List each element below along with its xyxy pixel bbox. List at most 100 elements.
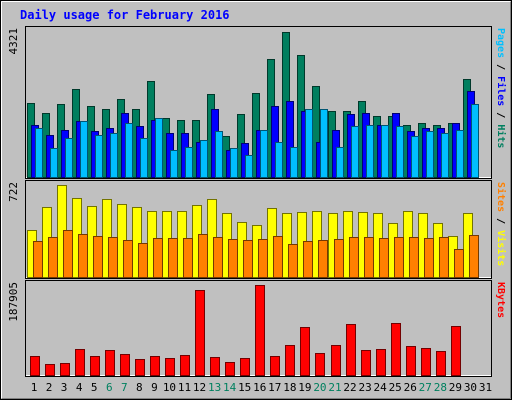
bar-kbytes-day-27 [421,348,431,376]
bar-pages-day-9 [155,118,163,178]
day-label-7: 7 [121,381,128,394]
bar-pages-day-26 [411,136,419,178]
bar-pages-day-20 [320,109,328,178]
day-label-12: 12 [193,381,206,394]
bar-pages-day-21 [336,147,344,178]
bar-kbytes-day-28 [436,351,446,376]
day-label-30: 30 [464,381,477,394]
series-kbytes [30,285,461,376]
bar-pages-day-4 [80,121,88,178]
day-label-25: 25 [389,381,402,394]
bar-kbytes-day-6 [105,350,115,376]
day-label-27: 27 [419,381,432,394]
bar-pages-day-8 [140,138,148,178]
bar-pages-day-5 [95,135,103,178]
bar-sites-day-11 [183,238,193,278]
bar-sites-day-4 [78,234,88,278]
bar-kbytes-day-17 [270,356,280,376]
bar-kbytes-day-8 [135,359,145,376]
bar-kbytes-day-4 [75,349,85,376]
bar-sites-day-10 [168,238,178,278]
bar-sites-day-21 [334,239,344,278]
bar-pages-day-10 [170,150,178,178]
bar-sites-day-22 [349,237,359,278]
day-label-14: 14 [223,381,237,394]
chart-panels: 4321 Pages / Files / Hits 722 Sites / Visit… [7,26,507,377]
legend-kbytes: KBytes [495,282,506,318]
day-label-29: 29 [449,381,462,394]
panel-legend: Pages / Files / Hits [495,28,507,148]
legend-files: Files [495,76,507,106]
day-label-4: 4 [76,381,83,394]
bar-pages-day-22 [351,126,359,178]
chart-title: Daily usage for February 2016 [20,8,230,22]
bar-pages-day-19 [305,109,313,178]
bar-kbytes-day-13 [210,357,220,376]
bar-sites-day-13 [213,237,223,278]
panel-visits-sites: 722 Sites / Visits [7,180,507,279]
bar-pages-day-16 [260,130,268,178]
day-label-28: 28 [434,381,447,394]
panel-legend: Sites / Visits [495,182,507,266]
day-label-5: 5 [91,381,98,394]
day-label-24: 24 [374,381,388,394]
bar-kbytes-day-3 [60,363,70,376]
bar-kbytes-day-1 [30,356,40,376]
bar-sites-day-28 [439,237,449,278]
day-label-20: 20 [313,381,326,394]
bar-sites-day-9 [153,238,163,278]
day-label-23: 23 [358,381,371,394]
bar-pages-day-3 [65,138,73,178]
day-label-17: 17 [268,381,281,394]
day-label-1: 1 [31,381,38,394]
bar-sites-day-8 [138,243,148,278]
bar-kbytes-day-29 [451,326,461,376]
bar-pages-day-7 [125,123,133,178]
bar-sites-day-29 [454,249,464,278]
bar-sites-day-3 [63,230,73,278]
bar-pages-day-18 [290,147,298,178]
bar-kbytes-day-21 [331,345,341,376]
bar-kbytes-day-26 [406,346,416,376]
day-label-18: 18 [283,381,296,394]
day-label-16: 16 [253,381,266,394]
day-label-22: 22 [343,381,356,394]
day-label-11: 11 [178,381,191,394]
day-label-9: 9 [151,381,158,394]
bar-pages-day-23 [366,125,374,178]
bar-pages-day-1 [35,128,43,178]
day-label-6: 6 [106,381,113,394]
day-label-2: 2 [46,381,53,394]
day-label-13: 13 [208,381,221,394]
bar-pages-day-27 [426,131,434,178]
bar-pages-day-13 [215,131,223,178]
bar-pages-day-11 [185,147,193,178]
bar-kbytes-day-7 [120,354,130,376]
bar-pages-day-12 [200,140,208,178]
legend-visits: Visits [495,230,507,266]
bar-kbytes-day-24 [376,349,386,376]
bar-kbytes-day-22 [346,324,356,376]
day-label-21: 21 [328,381,341,394]
day-label-8: 8 [136,381,143,394]
series-pages [35,104,479,178]
day-label-15: 15 [238,381,251,394]
bar-pages-day-30 [471,104,479,178]
legend-hits: Hits [495,124,507,148]
bar-kbytes-day-12 [195,290,205,376]
legend-pages: Pages [495,28,506,58]
bar-pages-day-28 [441,133,449,178]
bar-kbytes-day-15 [240,358,250,376]
bar-sites-day-16 [258,239,268,278]
legend-sites: Sites [495,182,507,212]
bar-sites-day-2 [48,237,58,278]
day-label-3: 3 [61,381,68,394]
bar-sites-day-1 [33,241,43,278]
day-label-19: 19 [298,381,311,394]
bar-sites-day-30 [469,235,479,278]
bar-sites-day-24 [379,238,389,278]
bar-kbytes-day-9 [150,356,160,376]
day-label-31: 31 [479,381,492,394]
y-max-label: 4321 [7,28,20,55]
